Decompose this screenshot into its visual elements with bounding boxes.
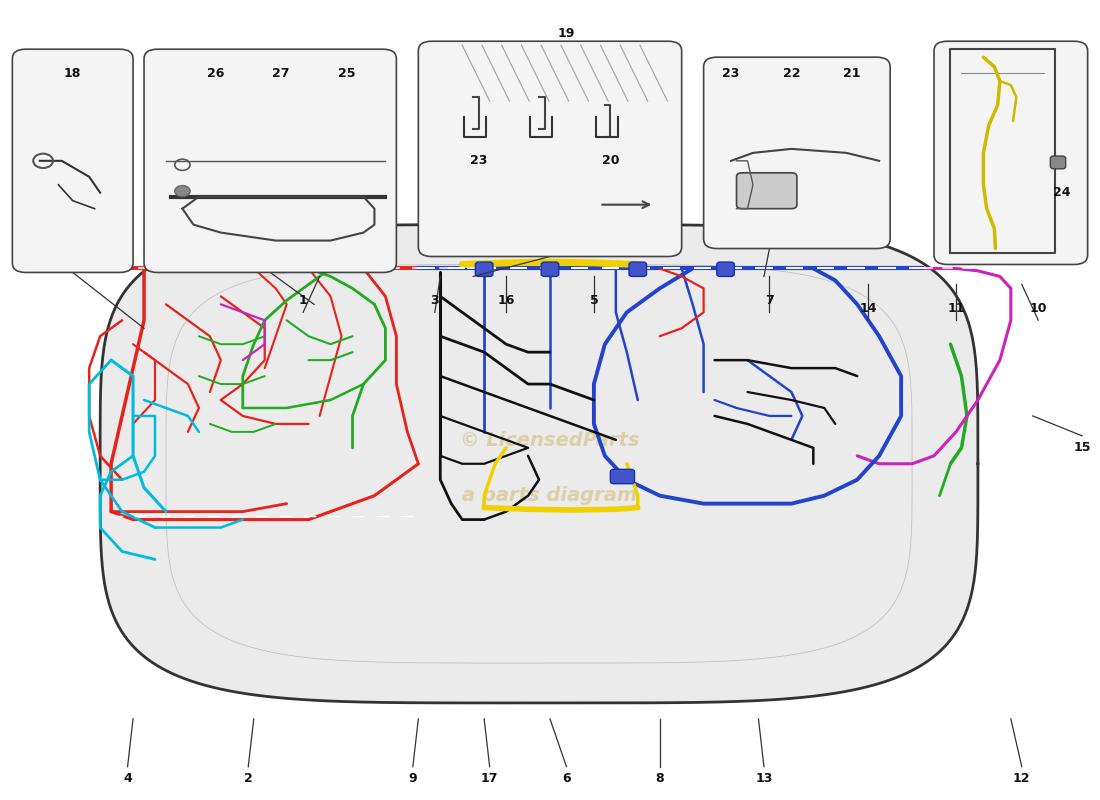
Text: 3: 3	[430, 294, 439, 307]
Text: 8: 8	[656, 772, 664, 785]
Text: 27: 27	[273, 66, 290, 80]
FancyBboxPatch shape	[418, 42, 682, 257]
FancyBboxPatch shape	[934, 42, 1088, 265]
Text: a parts diagram: a parts diagram	[462, 486, 638, 505]
Text: 17: 17	[481, 772, 498, 785]
FancyBboxPatch shape	[737, 173, 796, 209]
Polygon shape	[100, 225, 978, 703]
Text: 25: 25	[339, 66, 355, 80]
Text: 7: 7	[766, 294, 773, 307]
Text: 2: 2	[244, 772, 253, 785]
Circle shape	[175, 186, 190, 197]
FancyBboxPatch shape	[629, 262, 647, 277]
FancyBboxPatch shape	[475, 262, 493, 277]
Text: 21: 21	[843, 66, 860, 80]
Text: 15: 15	[1074, 442, 1091, 454]
FancyBboxPatch shape	[704, 57, 890, 249]
FancyBboxPatch shape	[144, 50, 396, 273]
FancyBboxPatch shape	[610, 470, 635, 484]
Text: 12: 12	[1013, 772, 1031, 785]
Text: FERRARI
599 GTO: FERRARI 599 GTO	[376, 374, 724, 522]
Text: 22: 22	[782, 66, 800, 80]
Text: 16: 16	[497, 294, 515, 307]
Text: 13: 13	[756, 772, 772, 785]
Text: © LicensedParts: © LicensedParts	[460, 430, 640, 450]
Text: 14: 14	[859, 302, 877, 315]
Text: 9: 9	[408, 772, 417, 785]
Text: 20: 20	[602, 154, 619, 167]
Text: 1: 1	[299, 294, 308, 307]
FancyBboxPatch shape	[541, 262, 559, 277]
FancyBboxPatch shape	[717, 262, 735, 277]
Text: 19: 19	[558, 26, 575, 40]
Text: 4: 4	[123, 772, 132, 785]
Text: 10: 10	[1030, 302, 1047, 315]
Text: 5: 5	[590, 294, 598, 307]
Text: 26: 26	[207, 66, 224, 80]
FancyBboxPatch shape	[1050, 156, 1066, 169]
Text: 24: 24	[1053, 186, 1070, 199]
Text: 6: 6	[562, 772, 571, 785]
Text: 11: 11	[947, 302, 965, 315]
FancyBboxPatch shape	[12, 50, 133, 273]
Text: 18: 18	[64, 66, 81, 80]
Text: 23: 23	[470, 154, 487, 167]
Text: 23: 23	[723, 66, 739, 80]
